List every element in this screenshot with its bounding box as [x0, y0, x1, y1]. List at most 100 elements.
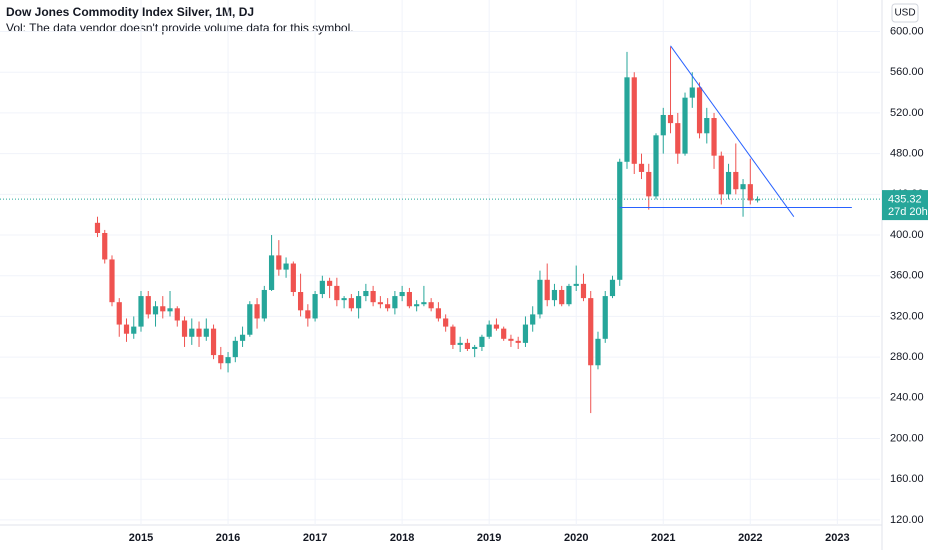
- y-tick-label: 400.00: [890, 229, 924, 241]
- candle-body: [479, 336, 485, 347]
- candle-body: [573, 283, 579, 286]
- y-tick-label: 560.00: [890, 66, 924, 78]
- candle-body: [145, 296, 151, 315]
- last-price-label: 435.32: [888, 193, 922, 205]
- candle-body: [450, 326, 456, 345]
- candle-body: [160, 306, 166, 312]
- y-tick-label: 200.00: [890, 432, 924, 444]
- candle-body: [689, 87, 695, 98]
- y-tick-label: 360.00: [890, 270, 924, 282]
- candle-body: [537, 279, 543, 315]
- candle-body: [327, 280, 333, 286]
- candle-body: [631, 77, 637, 164]
- candle-body: [602, 296, 608, 339]
- candle-body: [341, 298, 347, 301]
- candle-body: [617, 161, 623, 280]
- candle-body: [595, 338, 601, 366]
- candle-body: [551, 289, 558, 301]
- candle-body: [377, 302, 383, 305]
- candle-body: [312, 294, 318, 319]
- candle-body: [472, 346, 478, 349]
- plot-area: [0, 0, 880, 525]
- y-tick-label: 480.00: [890, 148, 924, 160]
- candle-body: [704, 118, 710, 134]
- candle-body: [276, 255, 282, 270]
- candle-body: [653, 135, 659, 197]
- candle-body: [363, 290, 369, 297]
- candle-body: [609, 279, 616, 297]
- candle-body: [725, 171, 732, 195]
- candle-body: [102, 232, 108, 260]
- candle-body: [638, 163, 645, 172]
- candle-body: [522, 324, 529, 343]
- candle-body: [660, 114, 666, 136]
- candle-body: [747, 184, 753, 201]
- candle-body: [464, 342, 471, 349]
- x-tick-label: 2019: [477, 532, 501, 544]
- candle-body: [225, 357, 231, 364]
- candle-body: [334, 285, 340, 301]
- candle-body: [667, 114, 674, 124]
- candle-body: [356, 296, 362, 309]
- candle-body: [718, 155, 724, 195]
- y-tick-label: 120.00: [890, 514, 924, 526]
- candle-body: [196, 328, 202, 337]
- chart-title: Dow Jones Commodity Index Silver, 1M, DJ: [6, 5, 254, 19]
- candle-body: [682, 97, 688, 154]
- candle-body: [486, 324, 492, 337]
- x-tick-label: 2015: [129, 532, 153, 544]
- candle-body: [131, 326, 137, 334]
- trend-line: [670, 45, 795, 218]
- candle-body: [189, 328, 195, 337]
- candle-body: [174, 308, 180, 321]
- candle-body: [239, 334, 246, 341]
- candle-body: [515, 340, 521, 343]
- x-tick-label: 2021: [651, 532, 675, 544]
- y-tick-label: 280.00: [890, 351, 924, 363]
- countdown-label: 27d 20h: [888, 206, 928, 218]
- candle-body: [588, 298, 594, 366]
- candle-body: [566, 285, 572, 305]
- candle-body: [559, 289, 565, 305]
- candle-body: [696, 87, 703, 134]
- x-tick-label: 2017: [303, 532, 327, 544]
- candle-body: [138, 296, 144, 327]
- candle-body: [711, 118, 717, 156]
- x-tick-label: 2016: [216, 532, 240, 544]
- candle-body: [385, 304, 391, 309]
- candle-body: [116, 302, 122, 325]
- x-tick-label: 2018: [390, 532, 414, 544]
- candle-body: [624, 77, 630, 162]
- candle-body: [218, 355, 224, 364]
- candle-body: [210, 328, 217, 356]
- candle-body: [530, 314, 536, 325]
- candle-body: [740, 184, 746, 190]
- candle-body: [123, 324, 130, 334]
- y-tick-label: 600.00: [890, 25, 924, 37]
- y-tick-label: 320.00: [890, 310, 924, 322]
- candle-body: [443, 318, 449, 327]
- candle-body: [203, 328, 209, 337]
- candle-body: [392, 296, 398, 309]
- candle-body: [290, 263, 296, 293]
- x-tick-label: 2023: [825, 532, 849, 544]
- candle-body: [261, 289, 267, 319]
- currency-label: USD: [894, 8, 915, 19]
- last-price-tag: [882, 190, 928, 221]
- candle-body: [94, 222, 101, 233]
- candle-body: [646, 171, 652, 197]
- candle-body: [152, 306, 159, 315]
- candle-body: [675, 123, 681, 154]
- candle-body: [399, 292, 405, 297]
- candle-body: [421, 302, 427, 305]
- candle-body: [501, 328, 507, 339]
- candle-body: [232, 340, 238, 358]
- candle-body: [247, 304, 253, 335]
- currency-button[interactable]: [891, 3, 919, 23]
- candle-body: [283, 263, 289, 270]
- candle-body: [428, 302, 434, 309]
- candle-body: [268, 255, 275, 290]
- candle-body: [508, 338, 514, 341]
